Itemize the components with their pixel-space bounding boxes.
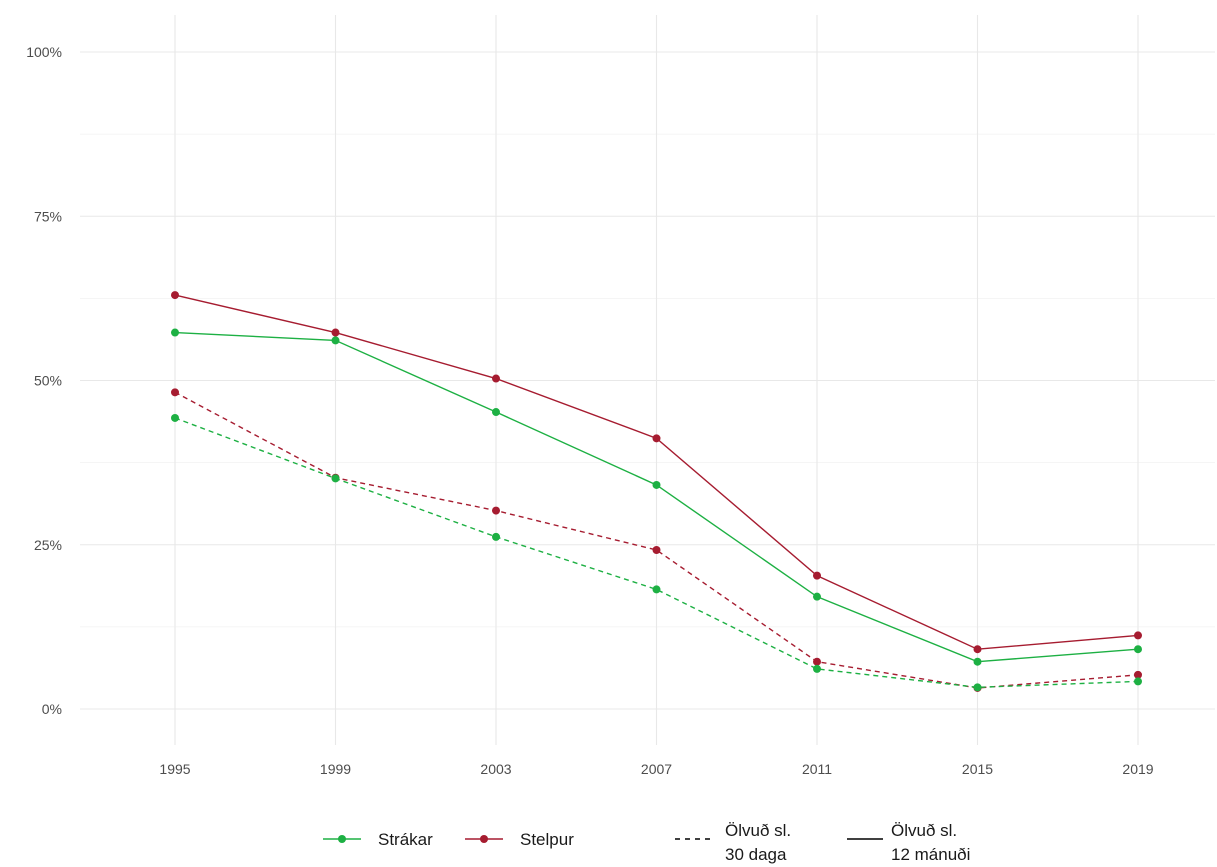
data-point-stelpur-12 (492, 374, 500, 383)
y-tick-label: 75% (34, 208, 62, 224)
x-tick-label: 2011 (802, 761, 832, 777)
legend-label-30-line1: Ölvuð sl. (725, 821, 791, 840)
data-point-strákar-30 (171, 413, 179, 422)
data-point-strákar-30 (492, 532, 500, 541)
data-point-stelpur-12 (652, 434, 661, 443)
data-point-strákar-12 (1134, 645, 1142, 654)
legend-label-strakar: Strákar (378, 830, 433, 849)
x-tick-label: 2015 (962, 761, 993, 777)
data-point-stelpur-30 (171, 388, 179, 397)
data-point-stelpur-12 (171, 291, 179, 300)
data-point-strákar-12 (813, 592, 821, 601)
data-point-strákar-12 (171, 328, 179, 337)
legend-item-30-daga: Ölvuð sl. 30 daga (675, 821, 791, 864)
data-point-stelpur-12 (1134, 631, 1142, 640)
legend-label-stelpur: Stelpur (520, 830, 574, 849)
data-point-strákar-30 (652, 585, 661, 594)
legend-label-12-line2: 12 mánuði (891, 845, 970, 864)
data-point-strákar-30 (973, 683, 982, 692)
data-point-strákar-12 (331, 336, 340, 345)
data-point-stelpur-30 (652, 546, 661, 555)
y-tick-label: 100% (26, 44, 62, 60)
legend-label-12-line1: Ölvuð sl. (891, 821, 957, 840)
data-points (171, 291, 1142, 692)
x-tick-label: 2007 (641, 761, 672, 777)
x-axis-tick-labels: 1995 1999 2003 2007 2011 2015 2019 (159, 761, 1153, 777)
data-point-strákar-12 (652, 480, 661, 489)
grid-lines (80, 15, 1215, 745)
legend-key-dot-stelpur (480, 835, 488, 843)
x-tick-label: 2019 (1122, 761, 1153, 777)
data-point-stelpur-12 (331, 328, 340, 337)
data-point-stelpur-12 (973, 645, 982, 654)
data-point-stelpur-30 (1134, 670, 1142, 679)
legend-label-30-line2: 30 daga (725, 845, 787, 864)
data-point-strákar-12 (492, 408, 500, 417)
data-point-strákar-30 (813, 664, 821, 673)
data-point-strákar-12 (973, 657, 982, 666)
y-tick-label: 25% (34, 537, 62, 553)
data-point-strákar-30 (1134, 677, 1142, 686)
y-tick-label: 0% (42, 701, 62, 717)
y-axis-tick-labels: 0% 25% 50% 75% 100% (26, 44, 62, 717)
x-tick-label: 2003 (480, 761, 511, 777)
data-point-stelpur-30 (492, 506, 500, 515)
x-tick-label: 1995 (159, 761, 190, 777)
legend-key-dot-strakar (338, 835, 346, 843)
data-point-stelpur-30 (813, 657, 821, 666)
legend-item-12-manudi: Ölvuð sl. 12 mánuði (847, 821, 970, 864)
data-point-strákar-30 (331, 474, 340, 483)
data-point-stelpur-12 (813, 571, 821, 580)
legend: Strákar Stelpur Ölvuð sl. 30 daga Ölvuð … (323, 821, 970, 864)
x-tick-label: 1999 (320, 761, 351, 777)
y-tick-label: 50% (34, 373, 62, 389)
legend-item-strakar: Strákar (323, 830, 433, 849)
legend-item-stelpur: Stelpur (465, 830, 574, 849)
